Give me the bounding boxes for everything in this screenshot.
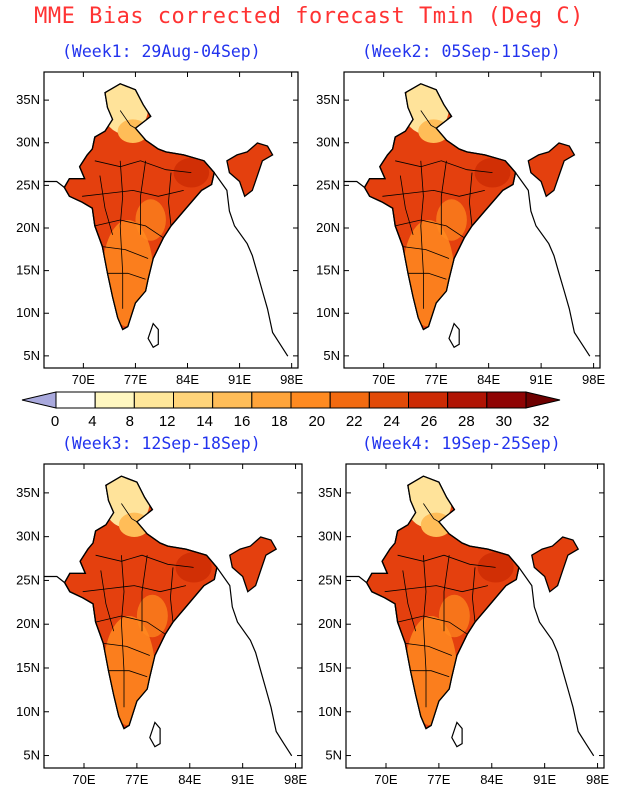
lon-tick-label: 98E <box>586 772 609 787</box>
lon-tick-label: 84E <box>480 772 503 787</box>
lon-tick-label: 84E <box>477 372 500 387</box>
lon-tick-label: 91E <box>231 772 254 787</box>
lat-tick-label: 25N <box>16 572 40 587</box>
map-frame <box>343 71 601 369</box>
colorbar-label: 12 <box>159 413 176 430</box>
lat-tick-label: 20N <box>316 220 340 235</box>
lon-tick-label: 77E <box>425 372 448 387</box>
lat-tick-label: 30N <box>16 529 40 544</box>
northeast-region <box>229 536 278 593</box>
colorbar-segment <box>133 391 174 409</box>
lon-tick-label: 84E <box>178 772 201 787</box>
lat-tick-label: 10N <box>16 704 40 719</box>
lat-tick-label: 5N <box>23 748 40 763</box>
lat-tick-label: 20N <box>318 616 342 631</box>
panel-2-subtitle: (Week2: 05Sep-11Sep) <box>362 42 561 61</box>
colorbar-label: 24 <box>383 413 400 430</box>
colorbar-segment <box>486 391 527 409</box>
lat-tick-label: 20N <box>16 220 40 235</box>
colorbar-label: 28 <box>458 413 475 430</box>
colorbar-label: 14 <box>196 413 213 430</box>
colorbar-segment <box>94 391 135 409</box>
lat-tick-label: 35N <box>318 485 342 500</box>
lon-tick-label: 70E <box>372 372 395 387</box>
colorbar-segment <box>329 391 370 409</box>
map-content <box>346 475 595 757</box>
lat-tick-label: 30N <box>16 135 40 150</box>
lon-tick-label: 70E <box>72 372 95 387</box>
lon-tick-label: 84E <box>176 372 199 387</box>
lon-tick-label: 70E <box>72 772 95 787</box>
lon-tick-label: 91E <box>228 372 251 387</box>
colorbar-lower-arrow <box>21 391 57 409</box>
northeast-region <box>226 142 274 198</box>
lat-tick-label: 10N <box>16 305 40 320</box>
colorbar-segment <box>447 391 488 409</box>
lon-tick-label: 77E <box>427 772 450 787</box>
lat-tick-label: 30N <box>318 529 342 544</box>
colorbar-label: 26 <box>421 413 438 430</box>
map-frame <box>345 463 605 769</box>
colorbar-segment <box>290 391 331 409</box>
lat-tick-label: 15N <box>316 263 340 278</box>
colorbar-label: 20 <box>308 413 325 430</box>
northeast-region <box>531 536 580 593</box>
map-frame <box>43 463 303 769</box>
colorbar-segment <box>368 391 410 409</box>
lat-tick-label: 15N <box>16 660 40 675</box>
lat-tick-label: 35N <box>16 485 40 500</box>
lat-tick-label: 25N <box>318 572 342 587</box>
panel-1-subtitle: (Week1: 29Aug-04Sep) <box>62 42 261 61</box>
lat-tick-label: 5N <box>325 748 342 763</box>
lat-tick-label: 5N <box>23 348 40 363</box>
colorbar-segment <box>251 391 292 409</box>
lat-tick-label: 20N <box>16 616 40 631</box>
lon-tick-label: 98E <box>280 372 303 387</box>
lon-tick-label: 77E <box>125 772 148 787</box>
colorbar-label: 30 <box>495 413 512 430</box>
lon-tick-label: 70E <box>374 772 397 787</box>
lat-tick-label: 10N <box>316 305 340 320</box>
lat-tick-label: 35N <box>316 92 340 107</box>
lon-tick-label: 91E <box>533 772 556 787</box>
lat-tick-label: 35N <box>16 92 40 107</box>
map-frame <box>43 71 299 369</box>
lon-tick-label: 98E <box>284 772 307 787</box>
lon-tick-label: 77E <box>124 372 147 387</box>
panel-4-subtitle: (Week4: 19Sep-25Sep) <box>362 434 561 453</box>
colorbar-upper-arrow <box>525 391 561 409</box>
lat-tick-label: 10N <box>318 704 342 719</box>
colorbar-label: 4 <box>88 413 96 430</box>
colorbar-label: 22 <box>346 413 363 430</box>
lat-tick-label: 5N <box>323 348 340 363</box>
colorbar-label: 32 <box>533 413 550 430</box>
colorbar-label: 0 <box>51 413 59 430</box>
figure-title: MME Bias corrected forecast Tmin (Deg C) <box>34 4 584 29</box>
colorbar-segment <box>212 391 253 409</box>
colorbar-label: 8 <box>126 413 134 430</box>
colorbar-segment <box>55 391 96 409</box>
lat-tick-label: 25N <box>316 177 340 192</box>
lon-tick-label: 98E <box>582 372 605 387</box>
colorbar-segment <box>173 391 214 409</box>
panel-3-subtitle: (Week3: 12Sep-18Sep) <box>62 434 261 453</box>
lat-tick-label: 15N <box>318 660 342 675</box>
lon-tick-label: 91E <box>530 372 553 387</box>
northeast-region <box>527 142 576 198</box>
colorbar-label: 18 <box>271 413 288 430</box>
colorbar-label: 16 <box>234 413 251 430</box>
lat-tick-label: 30N <box>316 135 340 150</box>
lat-tick-label: 15N <box>16 263 40 278</box>
lat-tick-label: 25N <box>16 177 40 192</box>
colorbar-segment <box>408 391 449 409</box>
